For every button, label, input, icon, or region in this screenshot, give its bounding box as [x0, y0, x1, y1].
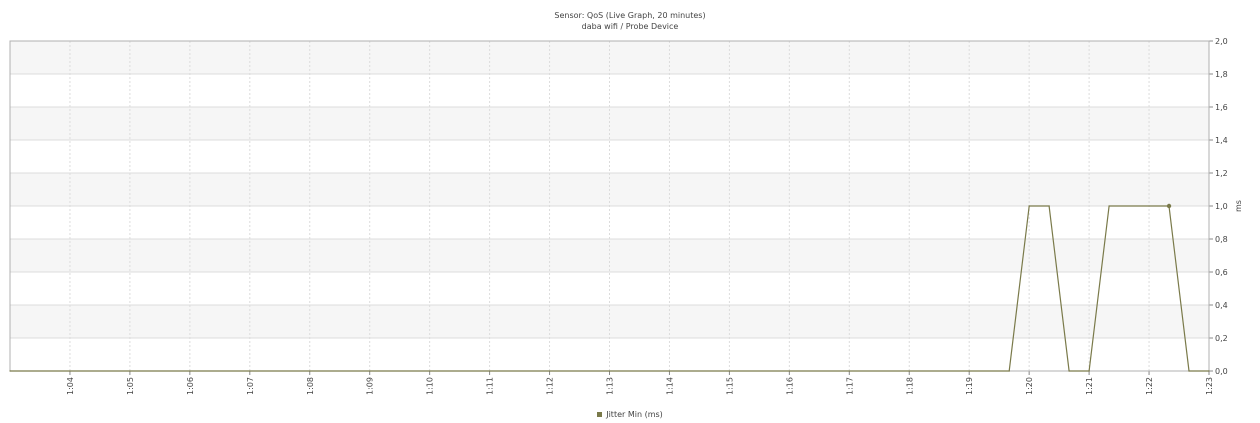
- y-tick-label: 0,2: [1215, 334, 1228, 343]
- x-tick-label: 1:18: [905, 377, 914, 395]
- data-point: [1028, 205, 1030, 207]
- x-tick-label: 1:17: [845, 377, 854, 395]
- y-tick-label: 2,0: [1215, 37, 1228, 46]
- data-point: [1188, 370, 1190, 372]
- data-point: [1108, 205, 1110, 207]
- series-line-jitter-min: [10, 205, 1209, 372]
- y-tick-label: 1,2: [1215, 169, 1228, 178]
- x-tick-label: 1:22: [1145, 377, 1154, 395]
- y-tick-label: 1,4: [1215, 136, 1228, 145]
- legend-swatch: [597, 412, 603, 417]
- y-tick-label: 0,4: [1215, 301, 1228, 310]
- x-tick-label: 1:10: [426, 377, 435, 395]
- plot-band: [10, 239, 1209, 272]
- y-tick-label: 1,8: [1215, 70, 1228, 79]
- x-tick-label: 1:21: [1085, 377, 1094, 395]
- x-tick-label: 1:23: [1205, 377, 1214, 395]
- x-tick-label: 1:19: [965, 377, 974, 395]
- x-tick-label: 1:07: [246, 377, 255, 395]
- x-tick-label: 1:06: [186, 377, 195, 395]
- chart-subtitle: daba wifi / Probe Device: [581, 22, 679, 31]
- x-tick-label: 1:05: [126, 377, 135, 395]
- x-tick-label: 1:13: [606, 377, 615, 395]
- chart-title: Sensor: QoS (Live Graph, 20 minutes): [554, 11, 706, 20]
- data-point: [1008, 370, 1010, 372]
- x-tick-label: 1:08: [306, 377, 315, 395]
- y-tick-label: 0,6: [1215, 268, 1228, 277]
- data-point: [1068, 370, 1070, 372]
- x-tick-label: 1:16: [785, 377, 794, 395]
- data-point: [1088, 370, 1090, 372]
- x-tick-label: 1:04: [66, 377, 75, 395]
- x-tick-label: 1:12: [546, 377, 555, 395]
- data-point: [1048, 205, 1050, 207]
- data-point: [9, 370, 11, 372]
- x-tick-label: 1:09: [366, 377, 375, 395]
- y-axis-label: ms: [1234, 200, 1243, 212]
- x-tick-label: 1:14: [665, 377, 674, 395]
- y-tick-label: 1,0: [1215, 202, 1228, 211]
- x-tick-label: 1:20: [1025, 377, 1034, 395]
- y-tick-label: 1,6: [1215, 103, 1228, 112]
- y-tick-label: 0,8: [1215, 235, 1228, 244]
- x-tick-label: 1:15: [725, 377, 734, 395]
- y-tick-label: 0,0: [1215, 367, 1228, 376]
- last-value-marker: [1166, 203, 1172, 209]
- x-tick-label: 1:11: [486, 377, 495, 395]
- data-point: [1208, 370, 1210, 372]
- plot-band: [10, 107, 1209, 140]
- legend-label: Jitter Min (ms): [606, 410, 663, 419]
- chart-title-block: Sensor: QoS (Live Graph, 20 minutes) dab…: [0, 10, 1260, 32]
- legend: Jitter Min (ms): [0, 410, 1260, 419]
